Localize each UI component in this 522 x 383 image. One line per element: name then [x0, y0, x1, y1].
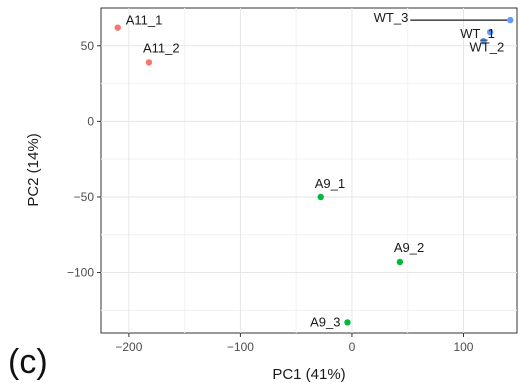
y-tick-label: −100 — [67, 266, 94, 280]
point-label: A11_1 — [126, 13, 163, 28]
x-tick-label: 100 — [453, 340, 473, 354]
point-labels: A11_1 A11_2 A9_1 A9_2 A9_3 WT_3 WT_1WT_2 — [126, 10, 504, 329]
point-label: WT_2 — [470, 39, 505, 54]
point-label: A9_2 — [394, 240, 424, 255]
x-tick-label: −200 — [115, 340, 142, 354]
y-tick-label: 50 — [81, 39, 95, 53]
x-axis-title: PC1 (41%) — [272, 366, 345, 383]
y-tick-label: 0 — [87, 114, 94, 128]
x-tick-label: −100 — [227, 340, 254, 354]
data-point — [317, 193, 324, 201]
data-point — [344, 319, 351, 326]
point-label: WT_3 — [374, 10, 409, 25]
data-point — [480, 38, 487, 45]
data-point — [114, 24, 121, 31]
data-point — [487, 28, 494, 36]
y-axis-title: PC2 (14%) — [25, 133, 42, 206]
x-tick-label: 0 — [349, 340, 356, 354]
plot-panel — [100, 7, 518, 334]
point-label: A11_2 — [143, 40, 180, 55]
y-axis-ticks: 50 0 −50 −100 — [67, 39, 101, 280]
y-tick-label: −50 — [74, 190, 95, 204]
major-gridlines — [101, 8, 517, 333]
minor-gridlines — [101, 8, 517, 333]
point-label: A9_3 — [310, 314, 340, 329]
point-label: A9_1 — [315, 176, 345, 191]
panel-label: (c) — [8, 343, 48, 381]
point-label: WT_1 — [460, 26, 495, 41]
x-axis-ticks: −200 −100 0 100 — [115, 333, 474, 354]
data-point — [145, 59, 153, 66]
data-points — [114, 16, 514, 326]
data-point — [396, 258, 404, 266]
data-point — [507, 16, 514, 24]
